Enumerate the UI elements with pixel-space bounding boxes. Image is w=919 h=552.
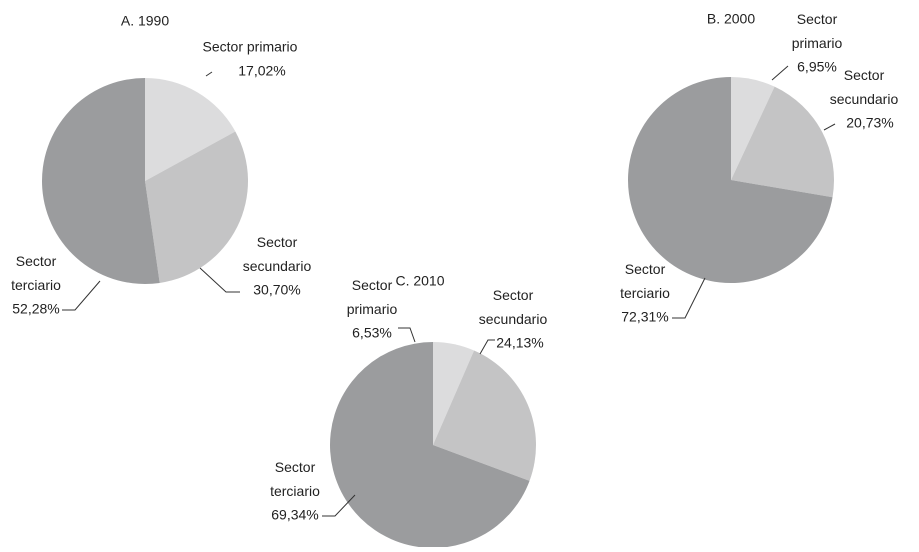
slice-label-line: Sector <box>275 459 316 475</box>
leader-line <box>398 327 416 343</box>
value-label: 20,73% <box>846 115 893 131</box>
slice-label-line: secundario <box>830 91 899 107</box>
slice-label: Sector secundario <box>243 234 312 274</box>
slice-label: Sector terciario <box>620 261 670 301</box>
value-label: 6,95% <box>797 59 837 75</box>
leader-line <box>205 71 213 77</box>
value-label: 72,31% <box>621 309 668 325</box>
value-label: 30,70% <box>253 282 300 298</box>
slice-label-line: secundario <box>243 258 312 274</box>
slice-label-line: terciario <box>270 483 320 499</box>
leader-line <box>62 280 101 311</box>
pie-slice <box>731 77 775 180</box>
slice-label-line: Sector <box>16 253 57 269</box>
slice-label-line: Sector <box>257 234 298 250</box>
slice-label: Sector primario <box>792 11 843 51</box>
slice-label: Sector terciario <box>11 253 61 293</box>
pie-slice <box>145 78 236 181</box>
slice-label: Sector terciario <box>270 459 320 499</box>
leader-line <box>823 123 836 131</box>
slice-label: Sector secundario <box>830 67 899 107</box>
chart-title: B. 2000 <box>707 11 755 27</box>
value-label: 69,34% <box>271 507 318 523</box>
pie-slice <box>330 342 530 548</box>
pie-slice <box>41 78 160 285</box>
pie-slice <box>433 350 536 481</box>
pie-slice <box>731 86 834 198</box>
chart-title: A. 1990 <box>121 13 169 29</box>
leader-line <box>322 494 356 517</box>
slice-label: Sector secundario <box>479 287 548 327</box>
pie-slice <box>433 342 475 445</box>
slice-label-line: secundario <box>479 311 548 327</box>
pie-slice <box>145 131 248 283</box>
value-label: 6,53% <box>352 325 392 341</box>
value-label: 17,02% <box>238 63 285 79</box>
slice-label-line: Sector <box>493 287 534 303</box>
value-label: 24,13% <box>496 335 543 351</box>
leader-line <box>199 267 240 293</box>
chart-title: C. 2010 <box>395 273 444 289</box>
leader-line <box>672 277 706 319</box>
leader-line <box>771 65 789 81</box>
slice-label-line: Sector <box>352 277 393 293</box>
slice-label-line: Sector <box>625 261 666 277</box>
pie-slice <box>628 77 833 283</box>
slice-label-line: Sector <box>797 11 838 27</box>
slice-label-line: primario <box>792 35 843 51</box>
slice-label: Sector primario <box>203 39 298 55</box>
slice-label-line: primario <box>347 301 398 317</box>
slice-label: Sector primario <box>347 277 398 317</box>
leader-line <box>479 339 495 355</box>
slice-label-line: Sector <box>844 67 885 83</box>
slice-label-line: terciario <box>11 277 61 293</box>
value-label: 52,28% <box>12 301 59 317</box>
slice-label-line: terciario <box>620 285 670 301</box>
